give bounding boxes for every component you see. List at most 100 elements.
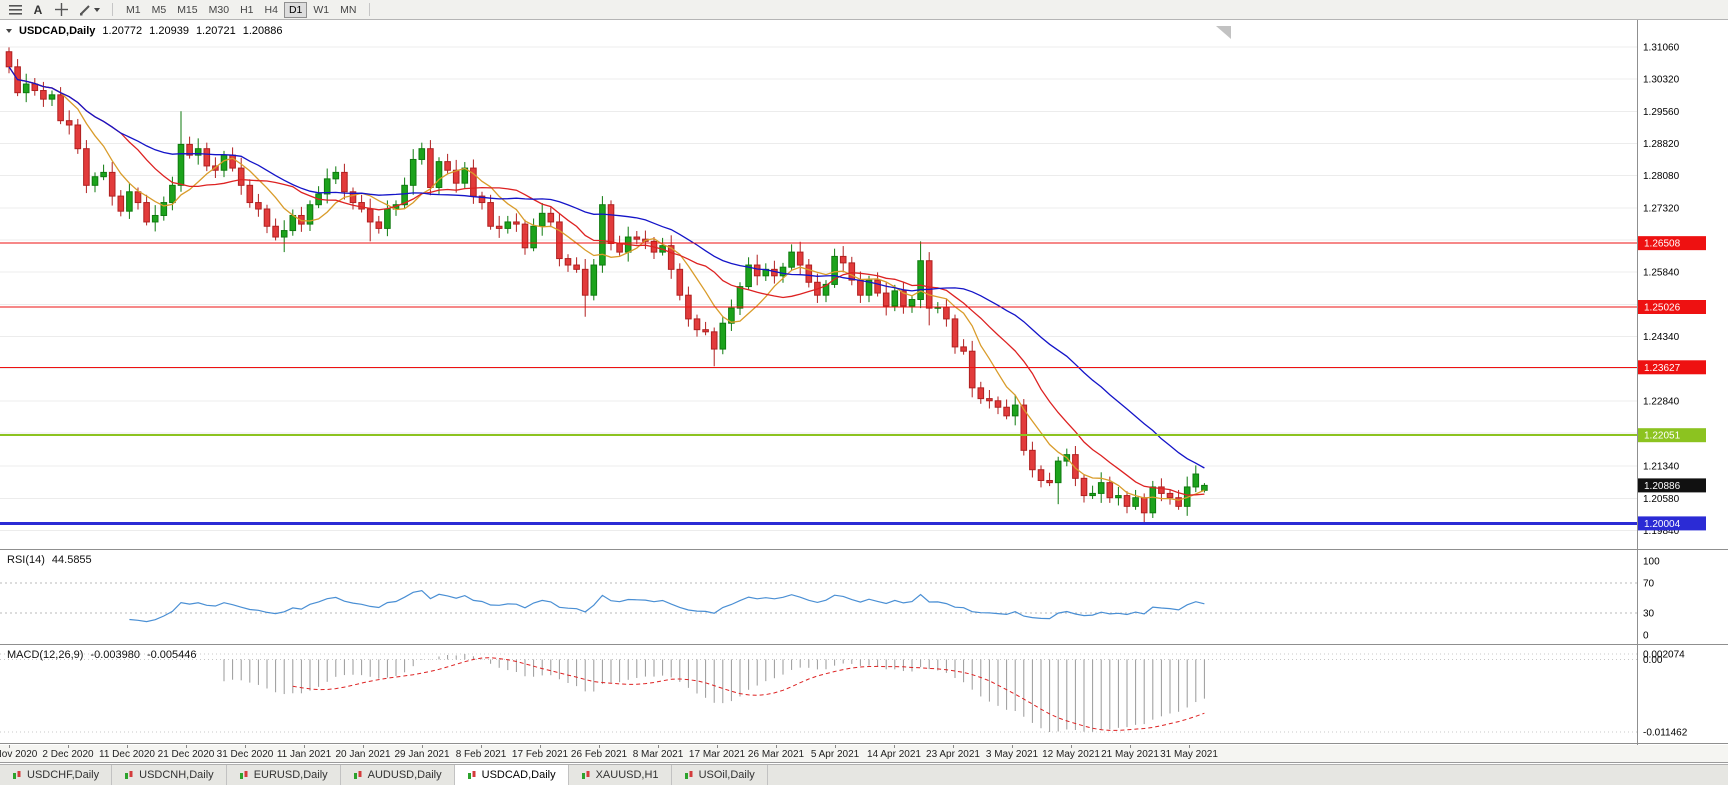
date-tick xyxy=(776,745,777,748)
mini-chart-icon xyxy=(684,771,693,779)
date-label: 23 Apr 2021 xyxy=(926,749,980,760)
quote-close: 1.20886 xyxy=(242,25,283,37)
timeframe-m1-button[interactable]: M1 xyxy=(126,3,141,16)
date-label: 2 Dec 2020 xyxy=(42,749,94,760)
svg-text:1.22051: 1.22051 xyxy=(1644,431,1681,442)
timeframe-w1-button[interactable]: W1 xyxy=(313,3,330,16)
crosshair-tool-button[interactable] xyxy=(51,2,71,18)
crosshair-icon xyxy=(54,3,68,16)
toolbar: A M1 M5 M15 M30 H1 H4 D1 W1 MN xyxy=(0,0,1728,20)
chart-tab-label: XAUUSD,H1 xyxy=(595,769,659,781)
main-chart-panel: 1.31060 1.30320 1.29560 1.28820 1.28080 1.273… xyxy=(0,20,1728,550)
date-tick xyxy=(481,745,482,748)
level-price-badge xyxy=(1638,428,1706,443)
date-label: 11 Dec 2020 xyxy=(99,749,155,760)
rsi-label: RSI(14) 44.5855 xyxy=(7,554,92,566)
date-tick xyxy=(304,745,305,748)
timeframe-m5-button[interactable]: M5 xyxy=(151,3,167,16)
chart-tab-label: AUDUSD,Daily xyxy=(367,769,442,781)
chart-tab-usdcnh[interactable]: USDCNH,Daily xyxy=(112,765,227,785)
chart-tab-eurusd[interactable]: EURUSD,Daily xyxy=(226,765,341,785)
macd-axis-label: -0.011462 xyxy=(1643,728,1688,739)
date-label: 21 Dec 2020 xyxy=(157,749,215,760)
macd-axis-label: 0.002074 xyxy=(1643,650,1685,661)
price-axis-label: 1.24340 xyxy=(1643,332,1680,343)
chart-tab-usdcad[interactable]: USDCAD,Daily xyxy=(454,765,569,785)
date-tick xyxy=(835,745,836,748)
chart-tab-label: USOil,Daily xyxy=(698,769,755,781)
timeframe-h1-button[interactable]: H1 xyxy=(240,3,254,16)
rsi-axis-label: 0 xyxy=(1643,631,1649,642)
date-tick xyxy=(9,745,10,748)
chart-tab-label: USDCNH,Daily xyxy=(139,769,214,781)
rsi-name: RSI(14) xyxy=(7,554,45,566)
chart-plot-area[interactable]: 1.31060 1.30320 1.29560 1.28820 1.28080 1.273… xyxy=(0,20,1728,550)
chart-tab-label: USDCHF,Daily xyxy=(27,769,100,781)
svg-text:1.23627: 1.23627 xyxy=(1644,363,1681,374)
price-axis-label: 1.20580 xyxy=(1643,494,1680,505)
timeframe-h4-button[interactable]: H4 xyxy=(264,3,278,16)
macd-axis-label: 0.00 xyxy=(1643,655,1663,666)
chart-tab-usdchf[interactable]: USDCHF,Daily xyxy=(0,765,113,785)
date-tick xyxy=(68,745,69,748)
moving-average-14 xyxy=(8,66,1205,496)
chart-tab-label: EURUSD,Daily xyxy=(253,769,328,781)
charts-menu-icon[interactable] xyxy=(5,2,25,18)
chart-title: USDCAD,Daily 1.20772 1.20939 1.20721 1.2… xyxy=(6,25,282,37)
price-axis-label: 1.28820 xyxy=(1643,139,1680,150)
svg-text:1.26508: 1.26508 xyxy=(1644,239,1681,250)
level-price-badge xyxy=(1638,360,1706,375)
menu-glyph xyxy=(8,5,22,15)
rsi-line xyxy=(129,589,1205,623)
date-label: 17 Feb 2021 xyxy=(511,749,569,760)
moving-average-28 xyxy=(8,66,1205,469)
date-tick xyxy=(658,745,659,748)
price-axis-label: 1.27320 xyxy=(1643,204,1680,215)
date-label: 26 Feb 2021 xyxy=(570,749,628,760)
candles-layer xyxy=(5,47,1208,524)
macd-indicator-panel: 0.002074 0.00 -0.011462 MACD(12,26,9) -0.0… xyxy=(0,646,1728,744)
chart-tab-audusd[interactable]: AUDUSD,Daily xyxy=(340,765,455,785)
collapse-caret-icon[interactable] xyxy=(6,29,12,33)
date-label: 31 Dec 2020 xyxy=(216,749,274,760)
price-axis-label: 1.22840 xyxy=(1643,397,1680,408)
toolbar-separator xyxy=(369,3,371,16)
timeframe-mn-button[interactable]: MN xyxy=(340,3,357,16)
date-label: 8 Mar 2021 xyxy=(632,749,684,760)
macd-main-value: -0.003980 xyxy=(90,649,140,661)
macd-signal-value: -0.005446 xyxy=(146,649,197,661)
pencil-icon xyxy=(79,4,90,15)
rsi-axis-label: 100 xyxy=(1643,557,1660,568)
chart-symbol-period: USDCAD,Daily xyxy=(19,25,96,37)
rsi-plot-area[interactable]: 100 70 30 0 xyxy=(0,551,1728,645)
mini-chart-icon xyxy=(467,771,476,779)
chart-tab-xauusd[interactable]: XAUUSD,H1 xyxy=(568,765,672,785)
draw-tools-dropdown[interactable] xyxy=(74,2,104,18)
date-tick xyxy=(422,745,423,748)
date-tick xyxy=(599,745,600,748)
macd-label: MACD(12,26,9) -0.003980 -0.005446 xyxy=(7,649,197,661)
timeframe-m15-button[interactable]: M15 xyxy=(177,3,198,16)
date-label: 23 Nov 2020 xyxy=(0,749,38,760)
price-axis-label: 1.19840 xyxy=(1643,526,1680,537)
macd-histogram xyxy=(223,654,1205,732)
text-tool-button[interactable]: A xyxy=(33,2,43,17)
chart-shift-marker[interactable] xyxy=(1216,26,1231,39)
quote-low: 1.20721 xyxy=(195,25,236,37)
date-tick xyxy=(1071,745,1072,748)
toolbar-separator xyxy=(112,3,113,16)
timeframe-d1-button[interactable]: D1 xyxy=(283,1,308,18)
quote-open: 1.20772 xyxy=(102,25,143,37)
svg-text:1.25026: 1.25026 xyxy=(1644,303,1681,314)
date-label: 20 Jan 2021 xyxy=(335,749,391,760)
price-axis-label: 1.29560 xyxy=(1643,107,1680,118)
chart-tab-usoil[interactable]: USOil,Daily xyxy=(671,765,768,785)
mini-chart-icon xyxy=(353,771,362,779)
timeframe-button-group: M1 M5 M15 M30 H1 H4 D1 W1 MN xyxy=(121,1,361,18)
level-price-badge xyxy=(1638,300,1706,315)
date-label: 17 Mar 2021 xyxy=(688,749,746,760)
timeframe-m30-button[interactable]: M30 xyxy=(208,3,230,16)
rsi-indicator-panel: 100 70 30 0 RSI(14) 44.5855 xyxy=(0,551,1728,645)
